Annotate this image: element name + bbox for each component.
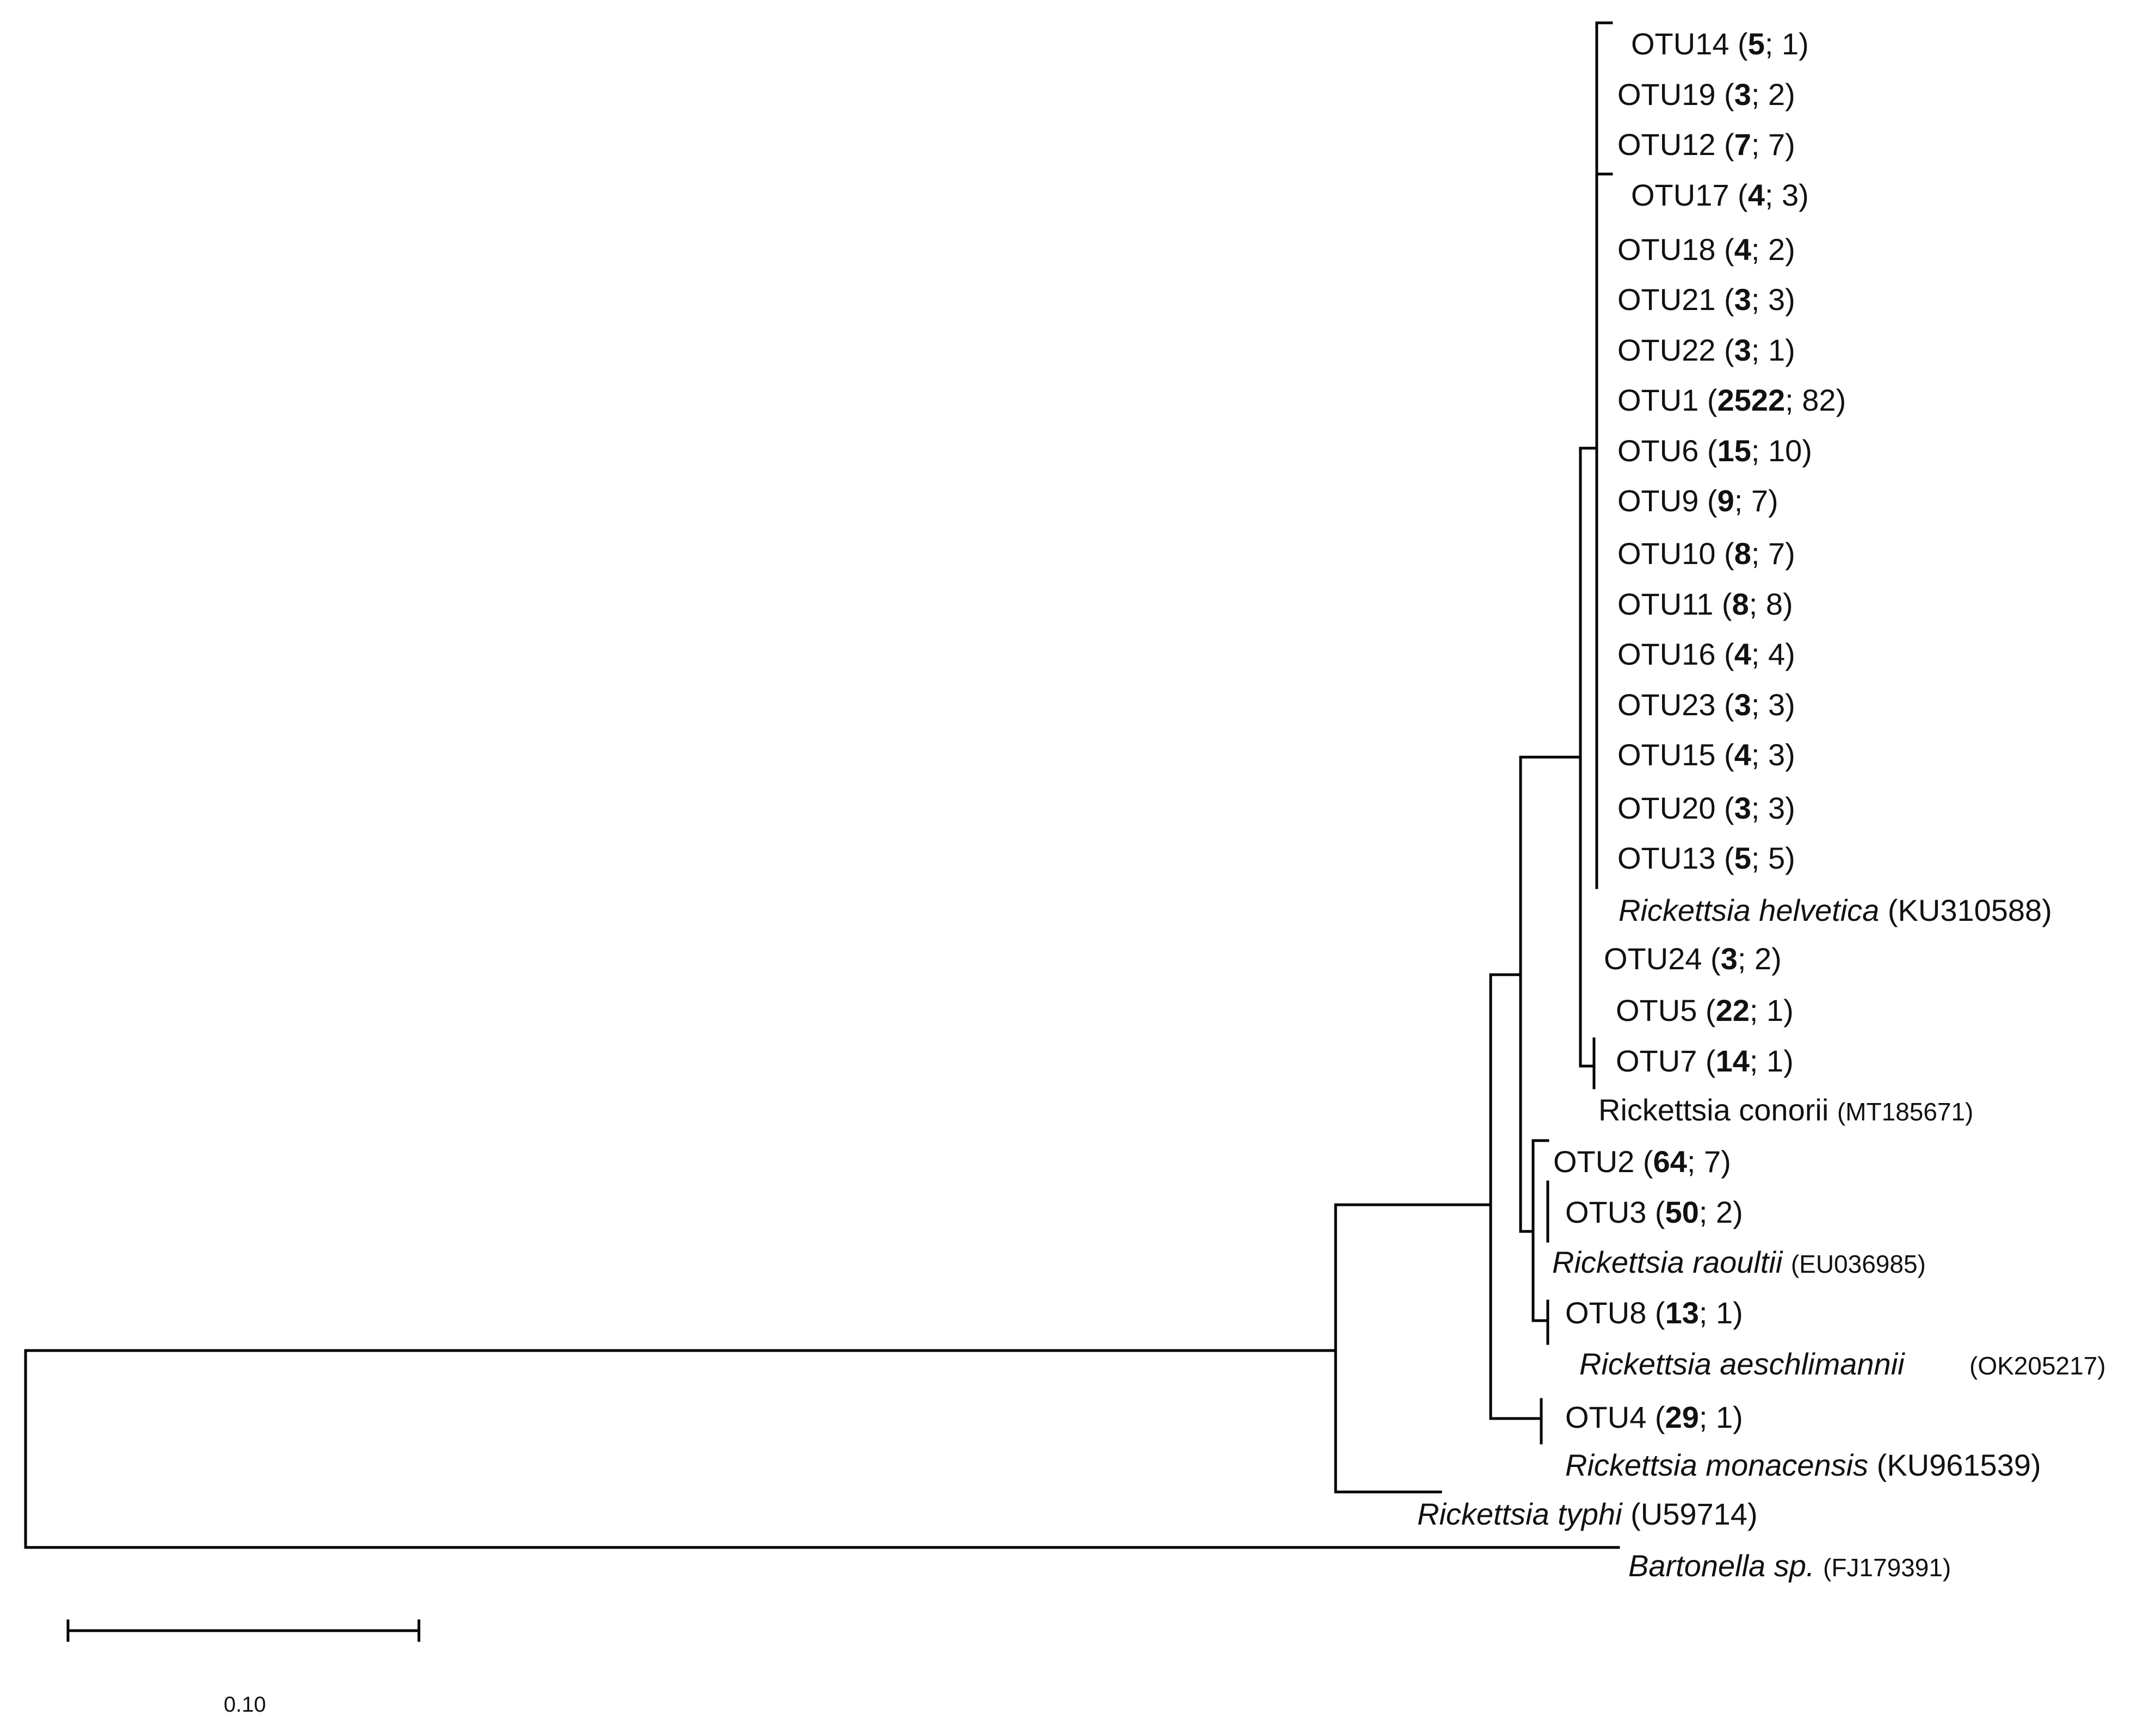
reference-label: Rickettsia monacensis (KU961539) (1565, 1448, 2041, 1482)
tree-branches (24, 21, 1620, 1549)
tip-labels: OTU14 (5; 1) OTU19 (3; 2) OTU12 (7; 7) O… (1417, 27, 2106, 1583)
otu-label: OTU5 (22; 1) (1616, 993, 1794, 1027)
otu-label: OTU21 (3; 3) (1617, 282, 1795, 317)
scale-bar-label: 0.10 (224, 1693, 266, 1717)
otu-label: OTU16 (4; 4) (1617, 637, 1795, 671)
reference-label: Bartonella sp. (FJ179391) (1628, 1549, 1951, 1583)
otu-label: OTU11 (8; 8) (1617, 587, 1793, 621)
otu-label: OTU10 (8; 7) (1617, 536, 1795, 571)
otu-label: OTU3 (50; 2) (1565, 1195, 1743, 1229)
otu-label: OTU6 (15; 10) (1617, 433, 1812, 468)
reference-label: Rickettsia aeschlimannii (1579, 1347, 1905, 1381)
otu-label: OTU23 (3; 3) (1617, 688, 1795, 722)
otu-label: OTU24 (3; 2) (1604, 942, 1782, 976)
reference-label: Rickettsia conorii (MT185671) (1598, 1093, 1973, 1127)
scale-bar: 0.10 (66, 1619, 421, 1717)
otu-label: OTU13 (5; 5) (1617, 841, 1795, 875)
otu-label: OTU19 (3; 2) (1617, 77, 1795, 112)
otu-label: OTU4 (29; 1) (1565, 1400, 1743, 1434)
otu-label: OTU7 (14; 1) (1616, 1044, 1794, 1078)
otu-label: OTU15 (4; 3) (1617, 738, 1795, 772)
reference-label: Rickettsia typhi (U59714) (1417, 1497, 1758, 1531)
reference-label: Rickettsia raoultii (EU036985) (1552, 1245, 1926, 1279)
reference-label: Rickettsia helvetica (KU310588) (1618, 893, 2052, 927)
otu-label: OTU18 (4; 2) (1617, 232, 1795, 267)
otu-label: OTU2 (64; 7) (1553, 1144, 1731, 1179)
otu-label: OTU9 (9; 7) (1617, 484, 1778, 518)
otu-label: OTU12 (7; 7) (1617, 127, 1795, 162)
otu-label: OTU14 (5; 1) (1631, 27, 1809, 61)
otu-label: OTU1 (2522; 82) (1617, 383, 1846, 417)
otu-label: OTU17 (4; 3) (1631, 178, 1809, 212)
otu-label: OTU8 (13; 1) (1565, 1296, 1743, 1330)
reference-accession: (OK205217) (1969, 1352, 2106, 1380)
otu-label: OTU22 (3; 1) (1617, 333, 1795, 367)
otu-label: OTU20 (3; 3) (1617, 791, 1795, 825)
